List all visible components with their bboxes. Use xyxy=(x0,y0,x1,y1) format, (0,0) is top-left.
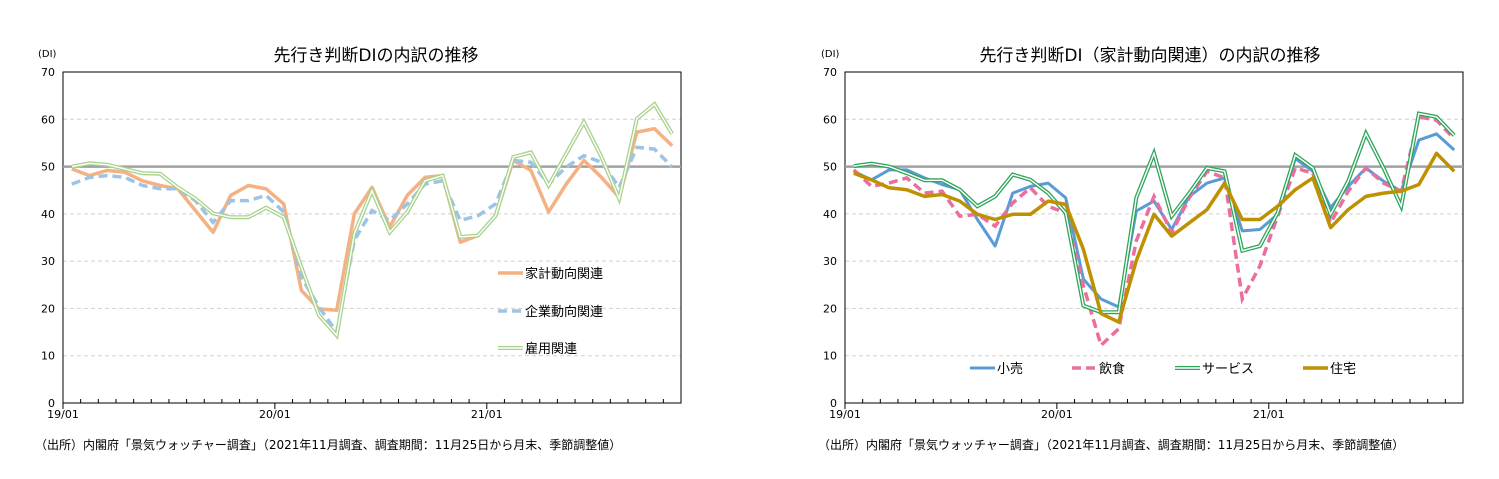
chart-1-y-tick-label: 0 xyxy=(48,397,55,410)
chart-1-legend-label: 家計動向関連 xyxy=(525,266,603,282)
chart-1-y-tick-label: 50 xyxy=(41,161,55,174)
chart-2-x-tick-label: 19/01 xyxy=(829,408,861,421)
chart-2-legend-label: 住宅 xyxy=(1330,362,1356,377)
chart-1-x-tick-label: 19/01 xyxy=(47,408,79,421)
chart-1-series-line-3 xyxy=(71,101,674,340)
chart-1-x-tick-label: 21/01 xyxy=(471,408,503,421)
chart-2-legend-label: サービス xyxy=(1202,362,1254,377)
chart-2-legend-label: 飲食 xyxy=(1099,361,1125,377)
chart-2-y-tick-label: 40 xyxy=(823,208,837,221)
chart-1-y-tick-label: 20 xyxy=(41,302,55,315)
chart-2-unit: (DI) xyxy=(821,49,840,60)
chart-1-y-tick-label: 30 xyxy=(41,255,55,268)
chart-1-x-tick-label: 20/01 xyxy=(259,408,291,421)
chart-1-unit: (DI) xyxy=(38,49,57,60)
chart-1-legend-label: 雇用関連 xyxy=(525,341,577,357)
chart-2-y-tick-label: 60 xyxy=(823,113,837,126)
chart-1-plot-frame xyxy=(62,71,682,404)
chart-2-y-tick-label: 50 xyxy=(823,161,837,174)
chart-1-series-line-3-inner xyxy=(71,103,673,337)
chart-2-title: 先行き判断DI（家計動向関連）の内訳の推移 xyxy=(979,46,1320,66)
chart-2-x-tick-label: 20/01 xyxy=(1041,408,1073,421)
chart-2-y-tick-label: 30 xyxy=(823,255,837,268)
chart-2-legend-label: 小売 xyxy=(997,361,1023,377)
chart-1-y-tick-label: 60 xyxy=(41,113,55,126)
chart-2-plot-frame xyxy=(844,71,1464,404)
chart-1-y-tick-label: 70 xyxy=(41,66,55,79)
chart-2-y-tick-label: 70 xyxy=(823,66,837,79)
chart-1-legend-label: 企業動向関連 xyxy=(525,304,603,320)
chart-2-y-tick-label: 0 xyxy=(830,397,837,410)
chart-1-y-tick-label: 40 xyxy=(41,208,55,221)
chart-1-y-tick-label: 10 xyxy=(41,350,55,363)
chart-1-title: 先行き判断DIの内訳の推移 xyxy=(273,46,478,66)
chart-2-series-line-4 xyxy=(853,151,1456,324)
chart-2-y-tick-label: 20 xyxy=(823,302,837,315)
chart-2-x-tick-label: 21/01 xyxy=(1253,408,1285,421)
chart-2-y-tick-label: 10 xyxy=(823,350,837,363)
chart-2-source: （出所）内閣府「景気ウォッチャー調査」（2021年11月調査、調査期間：11月2… xyxy=(818,437,1404,452)
chart-1-source: （出所）内閣府「景気ウォッチャー調査」（2021年11月調査、調査期間：11月2… xyxy=(35,437,621,452)
